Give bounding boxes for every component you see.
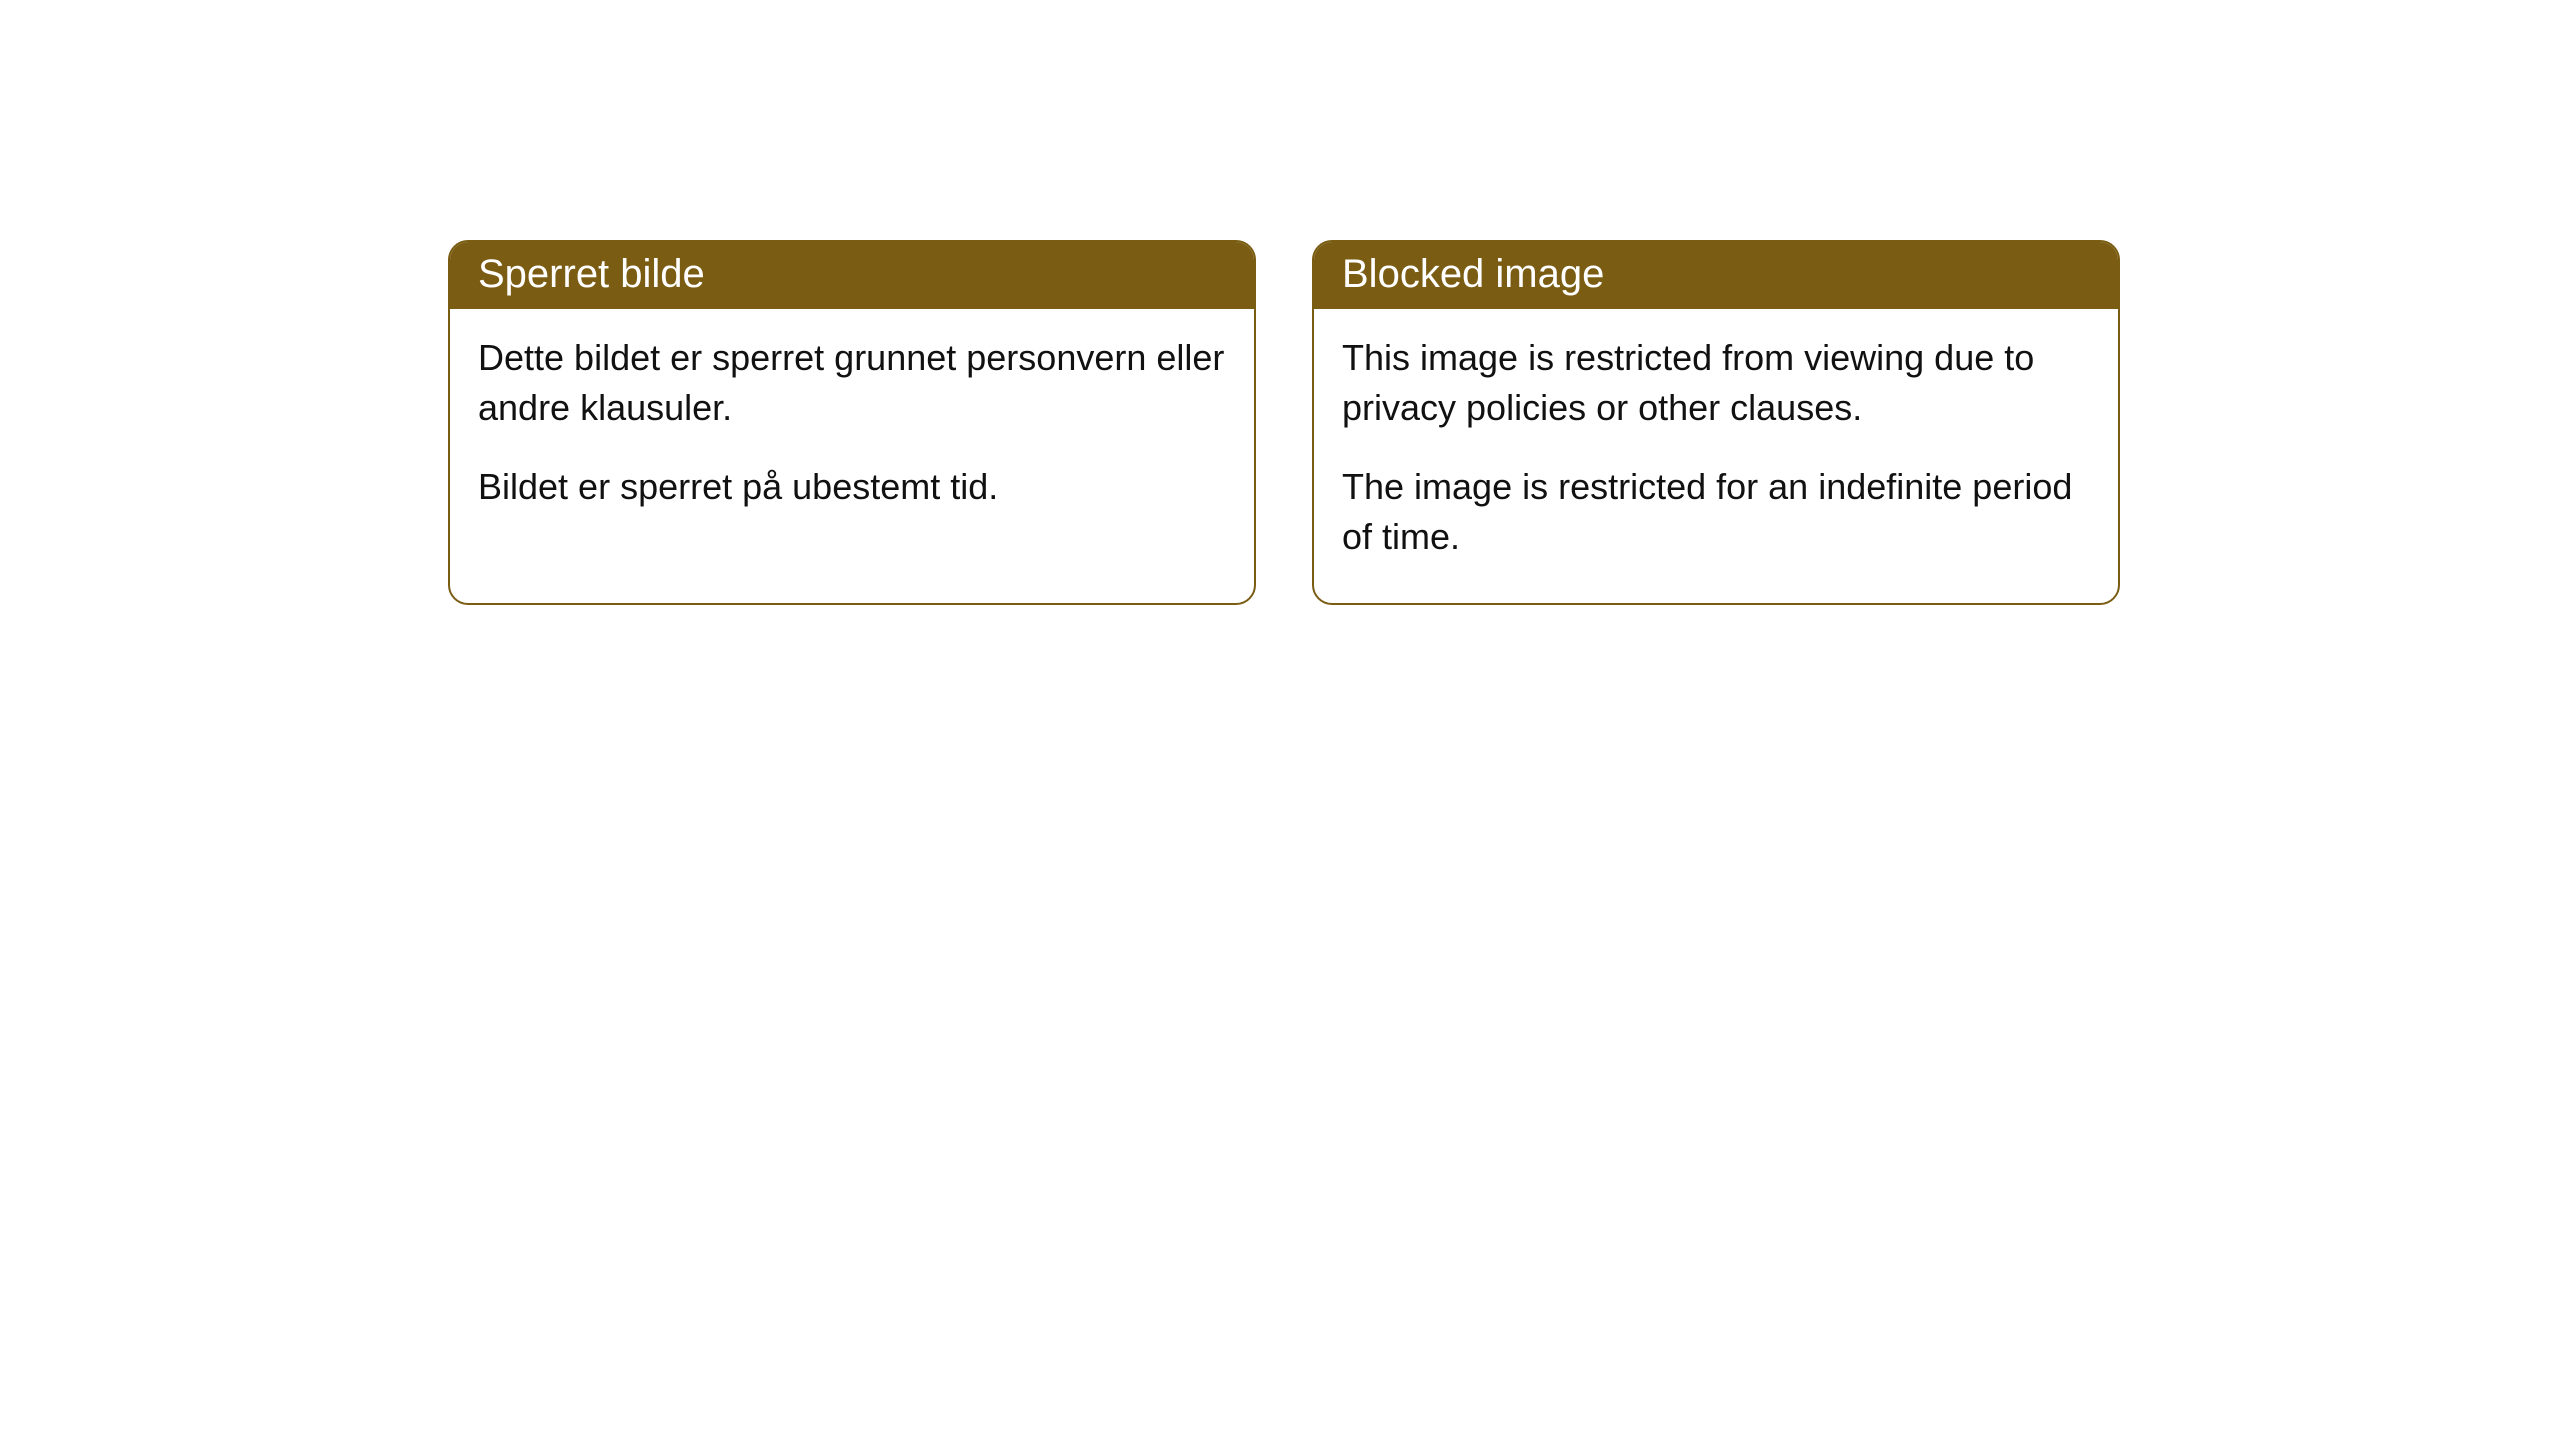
card-paragraph-1: Dette bildet er sperret grunnet personve… xyxy=(478,333,1226,434)
notice-container: Sperret bilde Dette bildet er sperret gr… xyxy=(448,240,2120,605)
card-header: Blocked image xyxy=(1314,242,2118,309)
card-header: Sperret bilde xyxy=(450,242,1254,309)
card-paragraph-2: The image is restricted for an indefinit… xyxy=(1342,462,2090,563)
card-body: Dette bildet er sperret grunnet personve… xyxy=(450,309,1254,552)
notice-card-english: Blocked image This image is restricted f… xyxy=(1312,240,2120,605)
card-paragraph-1: This image is restricted from viewing du… xyxy=(1342,333,2090,434)
card-body: This image is restricted from viewing du… xyxy=(1314,309,2118,603)
card-paragraph-2: Bildet er sperret på ubestemt tid. xyxy=(478,462,1226,512)
notice-card-norwegian: Sperret bilde Dette bildet er sperret gr… xyxy=(448,240,1256,605)
